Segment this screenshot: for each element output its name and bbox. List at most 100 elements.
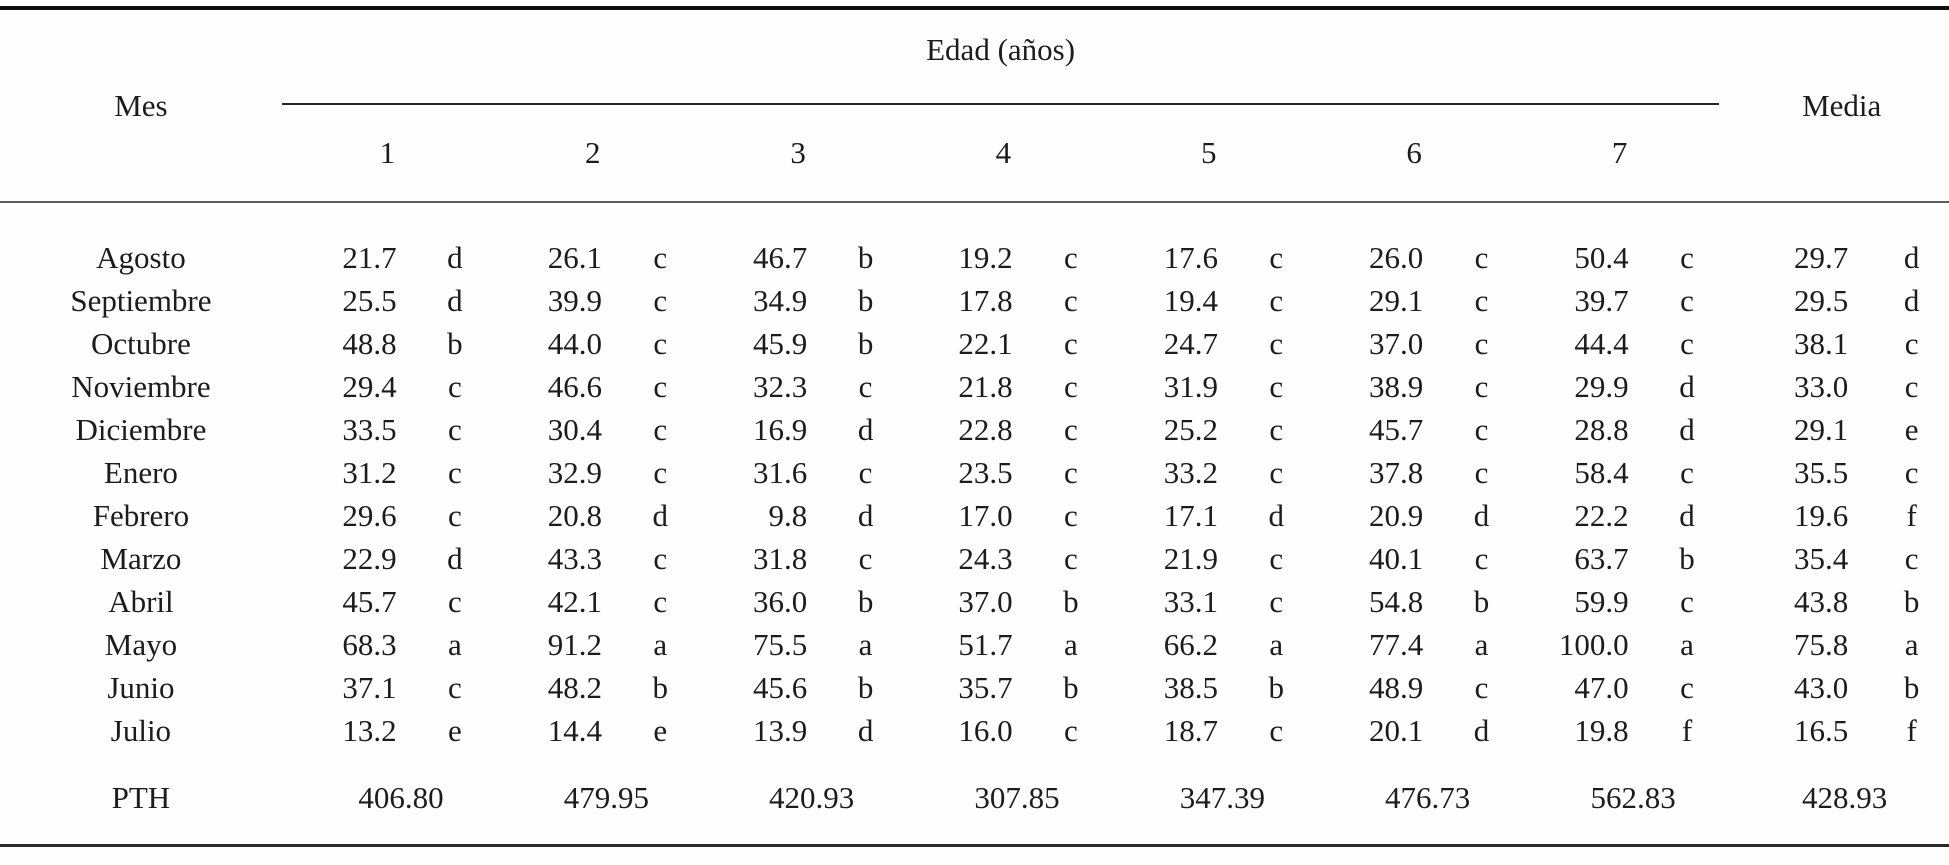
age-3-sig-letter: c <box>858 454 873 490</box>
age-6-value: 37.8 <box>1369 454 1424 490</box>
age-4-sig-letter: b <box>1063 669 1079 705</box>
pth-age-4-value: 307.85 <box>974 779 1060 815</box>
age-5-sig-letter: c <box>1269 540 1284 576</box>
age-2-sig-letter: b <box>652 669 668 705</box>
age-2-sig-letter: c <box>653 368 668 404</box>
age-3-value: 31.8 <box>753 540 808 576</box>
column-group-header-edad: Edad (años) <box>281 8 1720 105</box>
media-value: 43.0 <box>1793 669 1849 705</box>
table-row: Octubre 48.8 b 44.0 c 45.9 b 22.1 c 24.7 c 37.0 c 44.… <box>0 322 1949 365</box>
age-3-value: 13.9 <box>753 712 808 748</box>
age-5-value: 66.2 <box>1163 626 1218 662</box>
age-4-sig-letter: c <box>1064 411 1078 447</box>
age-1-value: 68.3 <box>342 626 397 662</box>
age-6-sig-letter: c <box>1474 368 1489 404</box>
age-1-value: 21.7 <box>342 239 397 275</box>
age-4-sig-letter: b <box>1063 583 1079 619</box>
age-1-value: 22.9 <box>342 540 397 576</box>
age-6-value: 29.1 <box>1369 282 1424 318</box>
table-row: Julio 13.2 e 14.4 e 13.9 d 16.0 c 18.7 c 20.1 d 19.8 f… <box>0 709 1949 752</box>
media-value: 29.5 <box>1793 282 1849 318</box>
age-7-value: 28.8 <box>1574 411 1629 447</box>
table-row: Noviembre 29.4 c 46.6 c 32.3 c 21.8 c 31.9 c 38.9 c 2… <box>0 365 1949 408</box>
age-7-value: 44.4 <box>1574 325 1629 361</box>
age-7-sig-letter: f <box>1681 712 1693 748</box>
age-7-sig-letter: a <box>1680 626 1694 662</box>
age-7-value: 58.4 <box>1574 454 1629 490</box>
age-5-value: 18.7 <box>1163 712 1218 748</box>
age-1-value: 25.5 <box>342 282 397 318</box>
month-label: Noviembre <box>71 368 211 404</box>
age-header-3: 3 <box>692 104 898 203</box>
table-row: Mayo 68.3 a 91.2 a 75.5 a 51.7 a 66.2 a 77.4 a 100.0 a… <box>0 623 1949 666</box>
age-5-sig-letter: a <box>1269 626 1284 662</box>
table-row: Marzo 22.9 d 43.3 c 31.8 c 24.3 c 21.9 c 40.1 c 63.7 b… <box>0 537 1949 580</box>
age-7-value: 50.4 <box>1574 239 1629 275</box>
age-1-sig-letter: b <box>447 325 463 361</box>
age-2-value: 26.1 <box>547 239 602 275</box>
age-4-sig-letter: c <box>1064 540 1078 576</box>
age-1-value: 37.1 <box>342 669 397 705</box>
age-6-value: 20.9 <box>1369 497 1424 533</box>
table-row: Abril 45.7 c 42.1 c 36.0 b 37.0 b 33.1 c 54.8 b 59.9 c… <box>0 580 1949 623</box>
age-7-sig-letter: c <box>1680 583 1694 619</box>
age-header-7: 7 <box>1513 104 1720 203</box>
pth-label: PTH <box>111 779 171 815</box>
media-value: 16.5 <box>1793 712 1849 748</box>
age-6-sig-letter: c <box>1474 669 1489 705</box>
media-sig-letter: b <box>1903 669 1920 705</box>
age-2-sig-letter: c <box>653 454 668 490</box>
month-label: Marzo <box>100 540 182 576</box>
month-label: Julio <box>110 712 172 748</box>
age-6-value: 40.1 <box>1369 540 1424 576</box>
age-2-sig-letter: c <box>653 239 668 275</box>
age-3-sig-letter: b <box>857 325 874 361</box>
month-label: Octubre <box>91 325 191 361</box>
table-row: Septiembre 25.5 d 39.9 c 34.9 b 17.8 c 19.4 c 29.1 c… <box>0 279 1949 322</box>
age-1-sig-letter: d <box>447 540 463 576</box>
age-1-sig-letter: c <box>448 669 462 705</box>
media-value: 33.0 <box>1793 368 1849 404</box>
media-sig-letter: c <box>1904 325 1919 361</box>
age-1-sig-letter: c <box>448 497 462 533</box>
age-3-sig-letter: d <box>857 497 874 533</box>
age-5-sig-letter: c <box>1269 239 1284 275</box>
age-2-value: 43.3 <box>547 540 602 576</box>
age-1-value: 31.2 <box>342 454 397 490</box>
age-5-sig-letter: c <box>1269 282 1284 318</box>
age-3-sig-letter: b <box>857 239 874 275</box>
pth-age-3-value: 420.93 <box>769 779 855 815</box>
age-4-value: 37.0 <box>958 583 1013 619</box>
media-sig-letter: f <box>1906 497 1917 533</box>
age-4-sig-letter: c <box>1064 282 1078 318</box>
media-sig-letter: c <box>1904 368 1919 404</box>
age-2-value: 30.4 <box>547 411 602 447</box>
age-7-value: 39.7 <box>1574 282 1629 318</box>
media-value: 75.8 <box>1793 626 1849 662</box>
age-6-sig-letter: a <box>1474 626 1489 662</box>
age-1-sig-letter: e <box>448 712 462 748</box>
age-2-sig-letter: c <box>653 583 668 619</box>
media-sig-letter: d <box>1903 239 1920 275</box>
age-2-value: 20.8 <box>547 497 602 533</box>
age-6-value: 77.4 <box>1369 626 1424 662</box>
age-5-value: 38.5 <box>1163 669 1218 705</box>
age-6-sig-letter: c <box>1474 411 1489 447</box>
media-value: 19.6 <box>1793 497 1849 533</box>
age-1-value: 29.4 <box>342 368 397 404</box>
age-6-sig-letter: c <box>1474 239 1489 275</box>
age-1-sig-letter: c <box>448 454 462 490</box>
table-row: Diciembre 33.5 c 30.4 c 16.9 d 22.8 c 25.2 c 45.7 c 2… <box>0 408 1949 451</box>
age-5-value: 17.6 <box>1163 239 1218 275</box>
age-3-sig-letter: c <box>858 540 873 576</box>
age-7-sig-letter: c <box>1680 325 1694 361</box>
age-3-sig-letter: c <box>858 368 873 404</box>
age-5-value: 17.1 <box>1163 497 1218 533</box>
header-gap-spacer <box>0 202 1949 236</box>
age-2-sig-letter: e <box>653 712 668 748</box>
header-row-spanner: Mes Edad (años) Media <box>0 8 1949 203</box>
age-7-value: 59.9 <box>1574 583 1629 619</box>
table-row: Junio 37.1 c 48.2 b 45.6 b 35.7 b 38.5 b 48.9 c 47.0 c… <box>0 666 1949 709</box>
age-2-value: 14.4 <box>547 712 602 748</box>
